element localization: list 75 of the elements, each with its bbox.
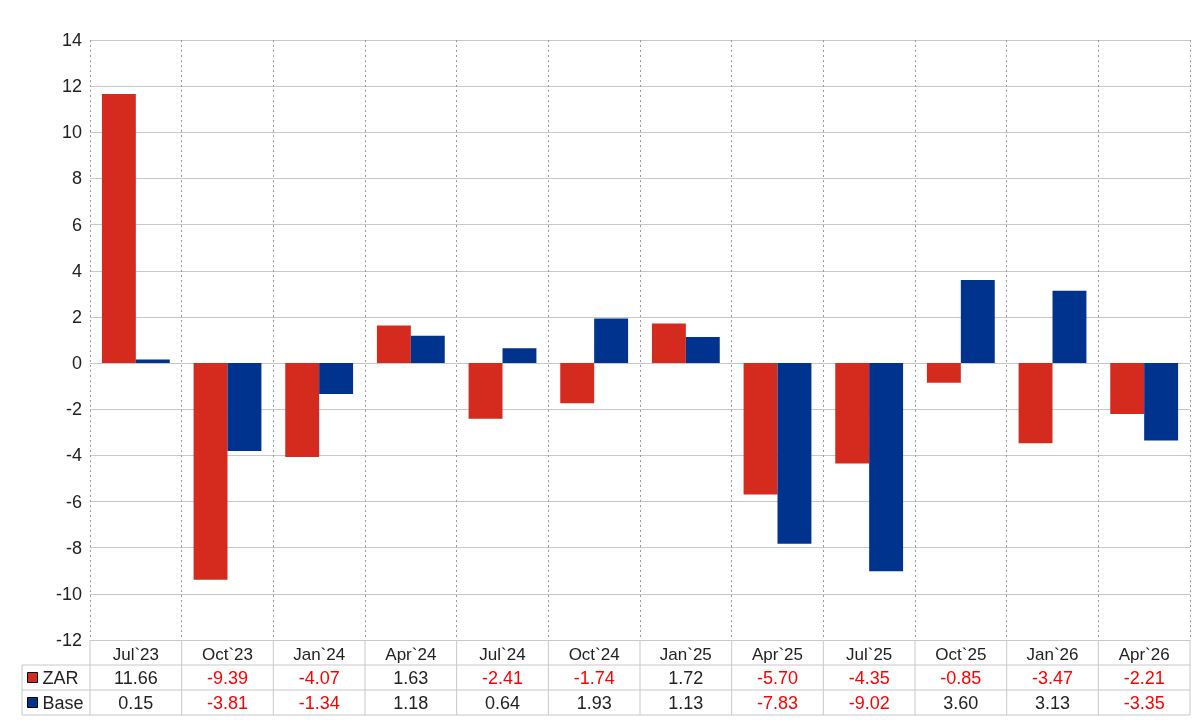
y-tick-label: 4: [71, 260, 82, 281]
bar: [685, 337, 720, 364]
data-label: -7.83: [756, 692, 799, 713]
y-tick-label: -10: [55, 583, 82, 604]
bar: [1018, 363, 1053, 444]
data-label: -0.85: [940, 667, 982, 688]
data-label: 1.72: [668, 667, 704, 688]
y-tick-label: 0: [71, 353, 82, 374]
bar: [502, 348, 537, 364]
bar: [227, 363, 262, 451]
y-tick-label: 6: [71, 214, 82, 235]
data-label: -9.39: [206, 667, 249, 688]
x-tick-label: Apr`24: [385, 645, 437, 664]
data-label: 3.13: [1034, 692, 1071, 713]
data-label: 1.93: [576, 692, 612, 713]
y-tick-label: 10: [61, 122, 82, 143]
bar: [1144, 363, 1179, 441]
bar: [560, 363, 595, 404]
data-label: -4.07: [298, 667, 340, 688]
data-label: -3.81: [206, 692, 249, 713]
y-tick-label: 8: [71, 168, 82, 189]
data-label: 1.63: [393, 667, 429, 688]
data-label: -2.21: [1123, 667, 1165, 688]
y-tick-label: -12: [55, 630, 82, 650]
x-tick-label: Jul`25: [846, 645, 893, 664]
x-tick-label: Oct`23: [201, 645, 254, 664]
x-tick-label: Oct`25: [935, 645, 987, 664]
y-tick-label: -2: [65, 399, 82, 420]
x-tick-label: Jan`26: [1026, 645, 1079, 664]
data-label: -1.34: [298, 692, 340, 713]
data-label: 3.60: [943, 692, 979, 713]
bar: [319, 363, 354, 394]
bar: [835, 363, 870, 464]
data-label: -3.35: [1123, 692, 1165, 713]
data-label: -4.35: [848, 667, 890, 688]
legend-label: ZAR: [42, 667, 79, 688]
data-label: -5.70: [756, 667, 799, 688]
x-tick-label: Apr`26: [1118, 645, 1170, 664]
x-tick-label: Oct`24: [568, 645, 620, 664]
bar: [869, 363, 904, 572]
y-tick-label: 2: [71, 306, 82, 327]
data-label: 11.66: [113, 667, 158, 688]
y-tick-label: 12: [61, 76, 82, 97]
bar: [468, 363, 503, 419]
data-label: 0.15: [118, 692, 154, 713]
x-tick-label: Jan`24: [293, 645, 346, 664]
bar: [743, 363, 778, 495]
data-label: -9.02: [848, 692, 890, 713]
bar: [193, 363, 228, 580]
bar: [1110, 363, 1145, 415]
x-tick-label: Jul`23: [112, 645, 159, 664]
data-label: -3.47: [1031, 667, 1074, 688]
data-label: 1.13: [668, 692, 704, 713]
data-label: -2.41: [481, 667, 524, 688]
x-tick-label: Apr`25: [751, 645, 804, 664]
y-tick-label: 14: [61, 30, 82, 50]
x-tick-label: Jan`25: [659, 645, 712, 664]
bar: [285, 363, 320, 457]
bar: [101, 94, 136, 364]
bar: [594, 318, 629, 364]
bar: [410, 335, 445, 364]
bar: [960, 280, 995, 364]
data-label: 1.18: [393, 692, 429, 713]
legend-label: Base: [42, 692, 84, 713]
bar: [777, 363, 812, 544]
bar: [926, 363, 961, 383]
bar: [651, 323, 686, 364]
y-tick-label: -4: [65, 445, 82, 466]
bar: [376, 325, 411, 364]
y-tick-label: -6: [65, 491, 82, 512]
data-label: 0.64: [484, 692, 521, 713]
data-label: -1.74: [573, 667, 615, 688]
bar: [1052, 290, 1087, 364]
x-tick-label: Jul`24: [479, 645, 526, 664]
y-tick-label: -8: [65, 537, 82, 558]
